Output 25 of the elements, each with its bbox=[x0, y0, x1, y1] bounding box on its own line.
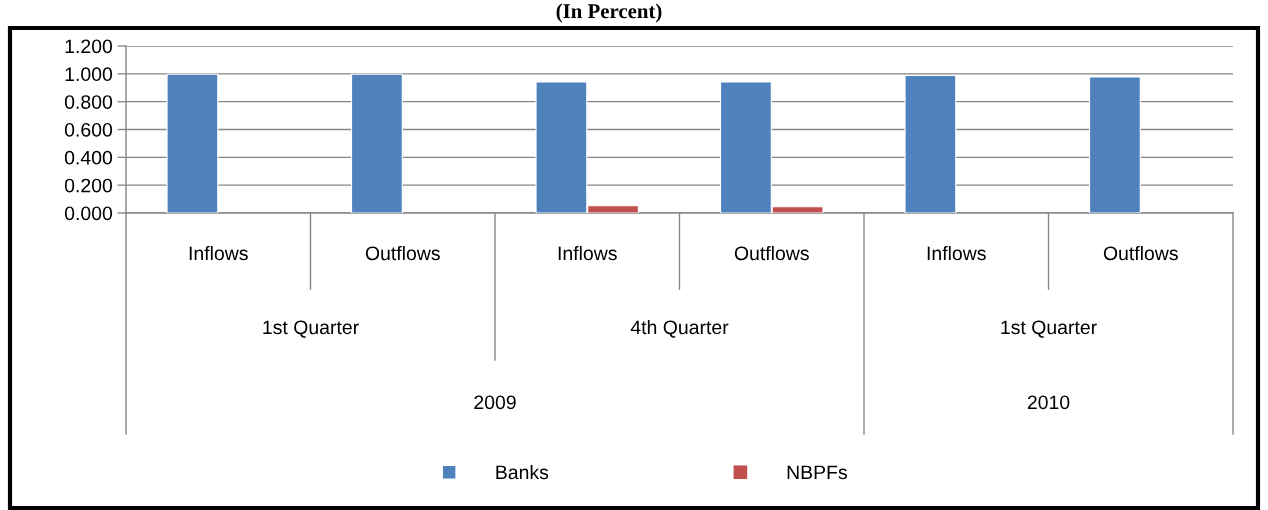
text: 2009 bbox=[474, 395, 516, 410]
y-tick-label: 0.400 bbox=[64, 150, 113, 165]
x-tick-label: Inflows bbox=[558, 245, 617, 261]
text: 2010 bbox=[1027, 395, 1070, 410]
bar bbox=[1088, 76, 1141, 213]
text: 1st Quarter bbox=[1001, 320, 1097, 338]
chart-title: (In Percent) bbox=[556, 3, 662, 23]
text: 1st Quarter bbox=[263, 320, 359, 338]
x-tick-label: Outflows bbox=[734, 245, 809, 261]
bar bbox=[350, 73, 403, 213]
y-tick-label: 0.600 bbox=[64, 122, 113, 137]
bar bbox=[166, 73, 219, 213]
x-tick-label: Inflows bbox=[189, 245, 248, 261]
x-tick-label: Inflows bbox=[927, 245, 986, 261]
y-tick-label: 1.200 bbox=[65, 39, 113, 54]
text: 4th Quarter bbox=[630, 319, 729, 338]
bar bbox=[904, 74, 957, 213]
y-tick-label: 0.000 bbox=[64, 206, 113, 221]
legend-label: NBPFs bbox=[787, 465, 847, 480]
y-tick-label: 1.000 bbox=[65, 67, 113, 82]
legend-label: Banks bbox=[496, 464, 549, 480]
x-tick-label: Outflows bbox=[365, 245, 440, 261]
y-tick-label: 0.800 bbox=[64, 95, 113, 109]
x-tick-label: Outflows bbox=[1103, 245, 1178, 261]
y-tick-label: 0.200 bbox=[64, 178, 113, 193]
